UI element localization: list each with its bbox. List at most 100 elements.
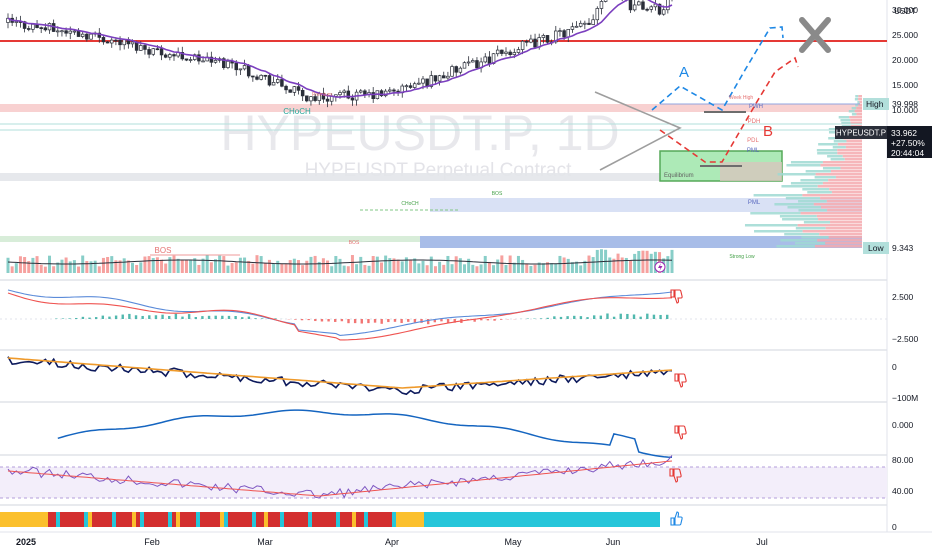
volume-profile-bar [849, 110, 855, 113]
moving-average-line [8, 0, 672, 97]
volume-bar [637, 251, 640, 273]
candle-body [85, 34, 88, 39]
volume-bar [521, 260, 524, 273]
candle-body [272, 82, 275, 85]
volume-bar [106, 257, 109, 273]
macd-histogram-bar [248, 317, 250, 319]
strip-cell [296, 512, 300, 527]
strip-cell [504, 512, 508, 527]
volume-bar [588, 256, 591, 273]
strip-cell [200, 512, 204, 527]
volume-profile-bar [786, 197, 820, 200]
volume-profile-bar [841, 167, 862, 170]
strip-cell [592, 512, 596, 527]
macd-histogram-bar [228, 316, 230, 319]
volume-bar [417, 263, 420, 273]
pdh-label: PDH [748, 119, 761, 125]
strip-cell [24, 512, 28, 527]
strip-cell [416, 512, 420, 527]
candle-body [434, 76, 437, 81]
candle-body [276, 79, 279, 82]
volume-bar [633, 254, 636, 273]
volume-bar [289, 260, 292, 273]
strip-cell [172, 512, 176, 527]
strip-cell [112, 512, 116, 527]
volume-profile-bar [831, 170, 862, 173]
volume-bar [52, 266, 55, 273]
volume-bar [264, 263, 267, 273]
volume-bar [438, 262, 441, 273]
volume-bar [251, 264, 254, 273]
volume-profile-bar [826, 227, 862, 230]
candle-body [61, 31, 64, 32]
countdown: 20:44:04 [891, 148, 924, 158]
macd-histogram-bar [593, 315, 595, 319]
candle-body [650, 7, 653, 10]
equilibrium-label: Equilibrium [664, 173, 694, 179]
candle-body [538, 38, 541, 47]
volume-bar [509, 256, 512, 273]
volume-profile-bar [802, 194, 862, 197]
volume-bar [98, 266, 101, 273]
volume-profile-bar [820, 164, 862, 167]
macd-histogram-bar [141, 316, 143, 319]
strip-cell [340, 512, 344, 527]
volume-bar [339, 259, 342, 273]
strip-cell [420, 512, 424, 527]
volume-profile-bar [836, 176, 862, 179]
volume-profile-bar [798, 224, 862, 227]
macd-histogram-bar [414, 319, 416, 322]
volume-bar [592, 257, 595, 273]
strip-cell [212, 512, 216, 527]
volume-bar [343, 266, 346, 273]
strip-cell [192, 512, 196, 527]
volume-profile-bar [823, 167, 841, 170]
volume-profile-bar [840, 119, 850, 122]
macd-histogram-bar [221, 316, 223, 319]
pwh-label: PWH [749, 104, 763, 110]
candle-body [235, 63, 238, 70]
volume-profile-bar [814, 203, 862, 206]
strip-cell [40, 512, 44, 527]
strip-cell [548, 512, 552, 527]
volume-profile-bar [855, 95, 858, 98]
strip-cell [632, 512, 636, 527]
strip-cell [220, 512, 224, 527]
volume-bar [641, 251, 644, 273]
macd-histogram-bar [480, 319, 482, 320]
strip-cell [372, 512, 376, 527]
candle-body [413, 84, 416, 88]
momentum-line [58, 410, 672, 457]
candle-body [447, 76, 450, 78]
macd-histogram-bar [600, 316, 602, 319]
bos-left-label: BOS [155, 246, 172, 255]
strip-cell [384, 512, 388, 527]
macd-histogram-bar [327, 319, 329, 321]
strip-cell [4, 512, 8, 527]
volume-profile-bar [829, 236, 862, 239]
volume-bar [467, 259, 470, 273]
candle-body [629, 0, 632, 10]
time-axis-label: Mar [257, 537, 273, 547]
candle-body [160, 49, 163, 55]
strip-cell [580, 512, 584, 527]
volume-bar [355, 264, 358, 273]
macd-histogram-bar [122, 315, 124, 319]
volume-bar [65, 257, 68, 273]
strip-cell [184, 512, 188, 527]
volume-bar [239, 258, 242, 273]
volume-bar [135, 265, 138, 273]
volume-profile-bar [823, 182, 862, 185]
strip-cell [240, 512, 244, 527]
time-axis-label: Jul [756, 537, 768, 547]
volume-profile-bar [818, 218, 862, 221]
volume-bar [471, 265, 474, 273]
strip-cell [332, 512, 336, 527]
candle-body [227, 61, 230, 67]
volume-bar [293, 259, 296, 273]
strip-cell [188, 512, 192, 527]
strip-cell [236, 512, 240, 527]
time-axis-label: Jun [606, 537, 621, 547]
macd-histogram-bar [367, 319, 369, 323]
